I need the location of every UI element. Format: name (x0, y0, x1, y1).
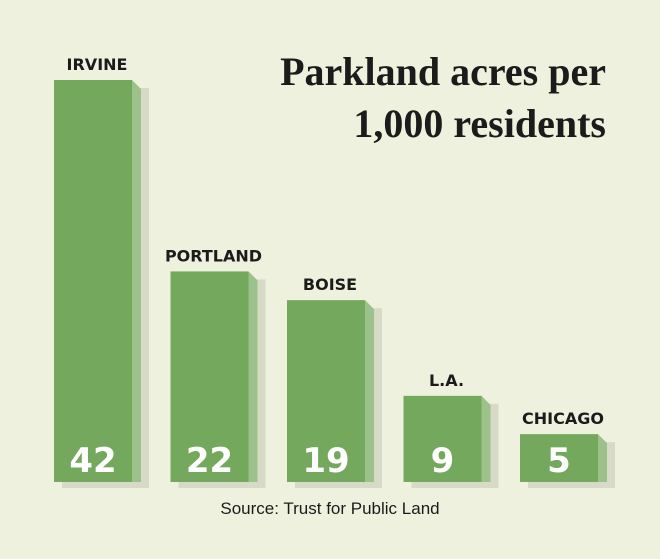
bar-side (481, 395, 491, 482)
bar (54, 80, 132, 482)
category-label: BOISE (303, 275, 357, 294)
bars (54, 80, 607, 482)
source-note: Source: Trust for Public Land (220, 499, 440, 518)
category-label: L.A. (429, 371, 464, 390)
value-label: 42 (69, 441, 116, 481)
labels: IRVINE 42 PORTLAND 22 BOISE 19 L.A. 9 CHICAGO 5 (67, 55, 604, 481)
value-label: 9 (431, 441, 455, 481)
chart-title-line-2: 1,000 residents (353, 101, 606, 146)
bar (170, 271, 249, 482)
value-label: 5 (547, 441, 571, 481)
bar-side (248, 271, 258, 482)
bar (403, 395, 482, 482)
bar (520, 434, 598, 482)
chart-title-line-1: Parkland acres per (280, 49, 606, 94)
category-label: IRVINE (67, 55, 128, 74)
category-label: CHICAGO (522, 409, 604, 428)
bar-side (132, 80, 141, 482)
category-label: PORTLAND (165, 246, 262, 265)
value-label: 22 (186, 441, 233, 481)
value-label: 19 (302, 441, 349, 481)
bar-side (365, 300, 374, 482)
bar-side (598, 434, 607, 482)
bar (287, 300, 365, 482)
